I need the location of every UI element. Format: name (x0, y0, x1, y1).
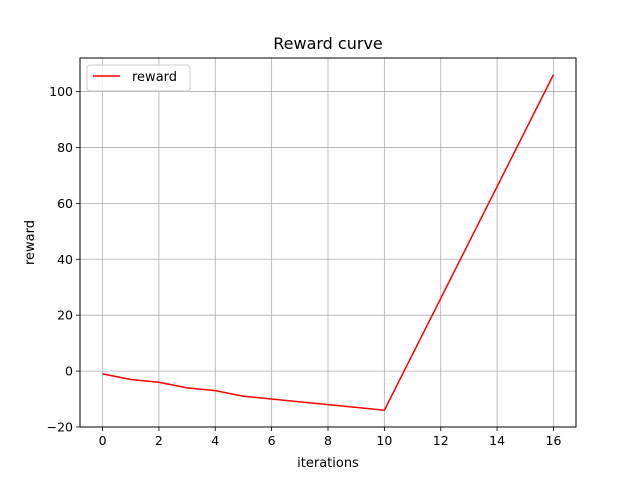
x-tick-label: 8 (324, 433, 332, 448)
y-tick-label: 40 (57, 252, 73, 267)
x-tick-label: 4 (211, 433, 219, 448)
x-tick-label: 0 (99, 433, 107, 448)
x-axis-label: iterations (297, 456, 359, 471)
chart-title: Reward curve (273, 34, 383, 53)
y-tick-label: 100 (49, 84, 73, 99)
y-tick-label: 80 (57, 140, 73, 155)
y-tick-label: −20 (47, 420, 73, 435)
y-tick-label: 0 (65, 364, 73, 379)
x-tick-label: 6 (268, 433, 276, 448)
y-axis-label: reward (23, 220, 38, 265)
series-layer (102, 74, 555, 411)
legend: reward (86, 64, 191, 92)
x-tick-label: 2 (155, 433, 163, 448)
axis-ticks: 0 2 4 6 8 10 12 14 16 −20 0 20 40 60 80 100 (47, 84, 562, 448)
x-tick-label: 16 (546, 433, 562, 448)
x-tick-label: 12 (433, 433, 449, 448)
y-tick-label: 20 (57, 308, 73, 323)
series-line-reward (102, 74, 555, 411)
legend-box (86, 64, 191, 92)
x-tick-label: 14 (489, 433, 505, 448)
x-tick-label: 10 (376, 433, 392, 448)
legend-label-reward: reward (132, 70, 177, 85)
y-tick-label: 60 (57, 196, 73, 211)
